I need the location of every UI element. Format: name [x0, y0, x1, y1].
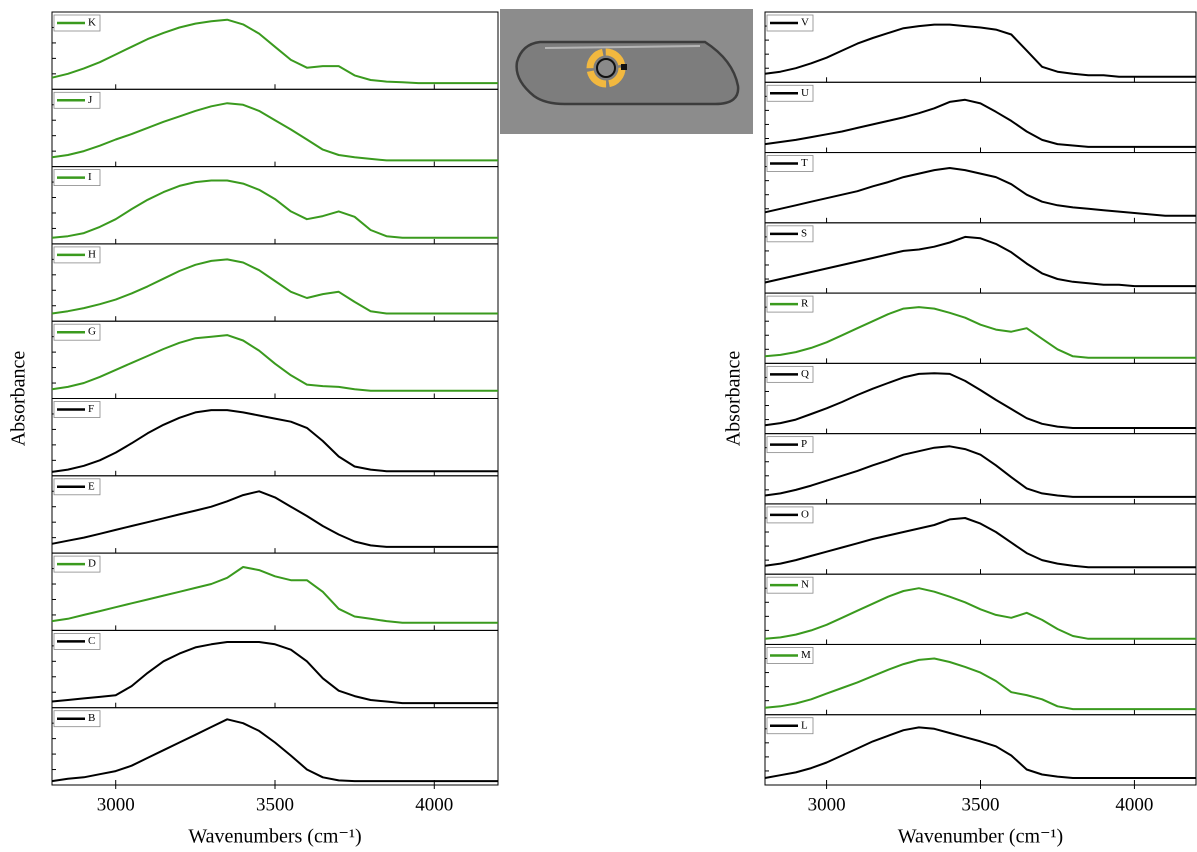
- legend-label: T: [801, 157, 808, 169]
- x-tick-label: 3000: [97, 794, 135, 815]
- x-tick-label: 3000: [808, 794, 846, 815]
- spectrum-line: [764, 235, 1196, 288]
- panel-frame: [51, 629, 499, 709]
- y-axis-label: Absorbance: [8, 351, 30, 447]
- legend-label: P: [801, 438, 807, 450]
- spectrum-line: [51, 334, 498, 392]
- spectrum-line: [764, 167, 1196, 217]
- legend-label: L: [801, 719, 808, 731]
- x-tick-label: 3500: [962, 794, 1000, 815]
- spectrum-line: [51, 718, 498, 783]
- x-axis-label: Wavenumbers (cm⁻¹): [188, 826, 361, 848]
- legend-label: B: [88, 712, 95, 724]
- x-tick-label: 4000: [1115, 794, 1153, 815]
- legend-label: U: [801, 87, 809, 99]
- crystal: [515, 40, 740, 106]
- panel-frame: [764, 433, 1197, 505]
- spectrum-line: [51, 641, 498, 705]
- legend-label: M: [801, 649, 811, 661]
- legend-label: K: [88, 17, 96, 29]
- crystal-edge: [544, 45, 701, 49]
- panel-frame: [51, 243, 499, 322]
- panel-frame: [51, 552, 499, 631]
- legend-label: E: [88, 480, 95, 492]
- spectrum-line: [764, 587, 1196, 640]
- x-tick-label: 3500: [256, 794, 294, 815]
- panel-frame: [51, 707, 499, 786]
- panel-frame: [764, 11, 1197, 83]
- legend-label: D: [88, 558, 96, 570]
- spectrum-line: [764, 23, 1196, 78]
- spectrum-line: [764, 657, 1196, 711]
- legend-label: N: [801, 579, 809, 591]
- panel-frame: [764, 503, 1197, 575]
- measure-spot: [596, 58, 616, 78]
- legend-label: O: [801, 508, 809, 520]
- y-axis-label: Absorbance: [723, 351, 745, 447]
- spectrum-line: [51, 490, 498, 548]
- panel-frame: [51, 398, 499, 477]
- legend-label: I: [88, 171, 92, 183]
- legend-label: F: [88, 403, 94, 415]
- spectrum-line: [764, 98, 1196, 148]
- legend-label: J: [88, 94, 93, 106]
- panel-frame: [764, 643, 1197, 716]
- panel-frame: [51, 11, 499, 90]
- panel-frame: [51, 166, 499, 245]
- panel-frame: [764, 292, 1197, 364]
- spectrum-line: [764, 306, 1196, 359]
- panel-frame: [764, 222, 1197, 294]
- spectrum-line: [51, 179, 498, 239]
- spectrum-line: [764, 726, 1196, 779]
- spectrum-line: [764, 445, 1196, 498]
- legend-label: G: [88, 326, 96, 338]
- legend-label: H: [88, 248, 96, 260]
- spectrum-line: [51, 409, 498, 473]
- crystal-photo: [500, 9, 753, 134]
- legend-label: V: [801, 17, 809, 29]
- legend-label: S: [801, 227, 807, 239]
- panel-frame: [51, 88, 499, 168]
- panel-frame: [51, 320, 499, 400]
- spectrum-line: [764, 517, 1196, 569]
- legend-label: Q: [801, 368, 809, 380]
- spectrum-line: [764, 372, 1196, 429]
- x-tick-label: 4000: [415, 794, 453, 815]
- spectrum-line: [51, 258, 498, 315]
- legend-label: R: [801, 298, 809, 310]
- spectrum-line: [51, 102, 498, 162]
- panel-frame: [764, 362, 1197, 435]
- spectrum-line: [51, 566, 498, 624]
- panel-frame: [51, 475, 499, 554]
- marker: [621, 64, 627, 70]
- legend-label: C: [88, 635, 95, 647]
- spectrum-line: [51, 18, 498, 85]
- panel-frame: [764, 714, 1197, 786]
- panel-frame: [764, 81, 1197, 154]
- x-axis-label: Wavenumber (cm⁻¹): [898, 826, 1063, 848]
